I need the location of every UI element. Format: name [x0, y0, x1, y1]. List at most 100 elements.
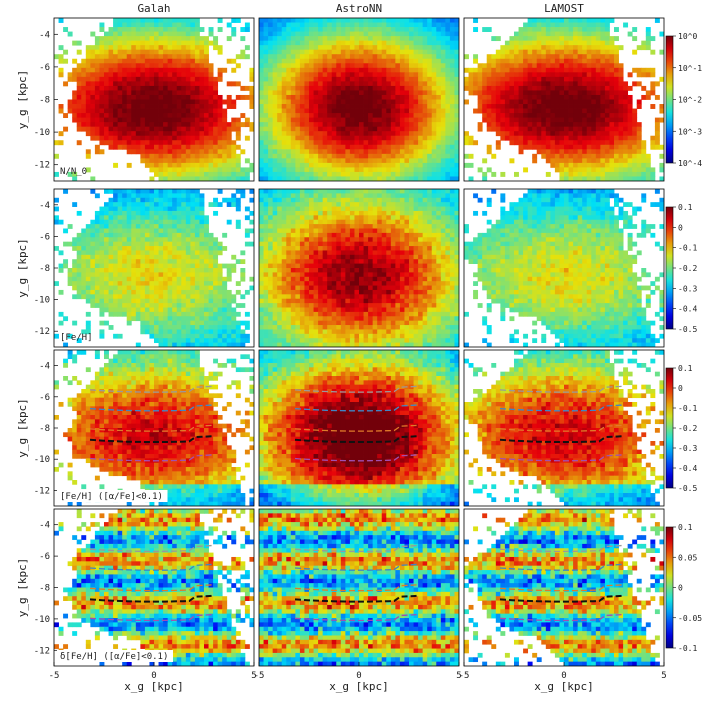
heat-cell — [309, 40, 314, 46]
heat-cell — [514, 104, 519, 109]
heat-cell — [299, 176, 305, 181]
heat-cell — [235, 259, 241, 265]
heat-cell — [94, 237, 100, 243]
heat-cell — [395, 144, 401, 150]
heat-cell — [368, 135, 374, 141]
heat-cell — [167, 298, 173, 304]
heat-cell — [404, 40, 410, 46]
heat-cell — [413, 99, 419, 105]
heat-cell — [418, 54, 424, 60]
heat-cell — [486, 27, 492, 32]
heat-cell — [149, 167, 155, 173]
heat-cell — [445, 90, 451, 96]
heat-cell — [495, 99, 501, 105]
heat-cell — [144, 40, 150, 46]
heat-cell — [436, 58, 442, 64]
heat-cell — [632, 117, 638, 123]
heat-cell — [349, 45, 355, 51]
heat-cell — [591, 144, 597, 150]
heat-cell — [113, 45, 119, 51]
heat-cell — [299, 167, 305, 173]
heat-cell — [436, 36, 442, 42]
heat-cell — [523, 90, 529, 96]
heat-cell — [381, 58, 387, 64]
heat-cell — [309, 126, 314, 132]
heat-cell — [90, 108, 96, 114]
heat-cell — [154, 90, 159, 96]
heat-cell — [573, 162, 579, 168]
heat-cell — [577, 104, 583, 109]
heat-cell — [345, 76, 351, 82]
heat-cell — [154, 85, 159, 91]
heat-cell — [650, 176, 656, 181]
heat-cell — [595, 140, 601, 146]
heat-cell — [404, 22, 410, 28]
heat-cell — [194, 294, 200, 300]
heat-cell — [208, 325, 214, 330]
heat-cell — [131, 189, 137, 194]
heat-cell — [422, 176, 428, 181]
heat-cell — [208, 202, 214, 207]
heat-cell — [272, 67, 278, 73]
heat-cell — [386, 99, 392, 105]
heat-cell — [541, 149, 547, 155]
heat-cell — [399, 153, 405, 159]
heat-cell — [268, 117, 274, 123]
heat-cell — [281, 171, 287, 177]
heat-cell — [72, 263, 78, 269]
heat-cell — [559, 122, 565, 128]
heat-cell — [427, 45, 433, 51]
heat-cell — [81, 263, 87, 269]
heat-cell — [113, 298, 119, 304]
heat-cell — [249, 219, 254, 225]
heat-cell — [541, 99, 547, 105]
heat-cell — [249, 285, 254, 291]
heat-cell — [527, 108, 533, 114]
heat-cell — [577, 45, 583, 51]
heat-cell — [377, 108, 383, 114]
heat-cell — [185, 149, 191, 155]
heat-cell — [158, 22, 164, 28]
heat-cell — [99, 72, 105, 78]
heat-cell — [126, 224, 132, 229]
heat-cell — [591, 58, 597, 64]
heat-cell — [226, 149, 232, 155]
heat-cell — [277, 72, 283, 78]
heat-cell — [600, 27, 606, 32]
heat-cell — [144, 126, 150, 132]
heat-cell — [176, 268, 182, 273]
heat-cell — [627, 144, 633, 150]
heat-cell — [108, 108, 114, 114]
heat-cell — [144, 90, 150, 96]
heat-cell — [449, 117, 455, 123]
heat-cell — [263, 27, 269, 32]
heat-cell — [122, 268, 128, 273]
heat-cell — [304, 54, 310, 60]
heat-cell — [600, 49, 606, 55]
heat-cell — [318, 158, 324, 164]
heat-cell — [595, 18, 601, 23]
heat-cell — [327, 113, 333, 119]
heat-cell — [135, 31, 141, 37]
heat-cell — [286, 176, 292, 181]
heat-cell — [167, 320, 173, 326]
heat-cell — [213, 167, 219, 173]
heat-cell — [514, 94, 519, 100]
heat-cell — [559, 31, 565, 37]
heat-cell — [185, 276, 191, 282]
heat-cell — [113, 189, 119, 194]
heat-cell — [231, 18, 237, 23]
heat-cell — [226, 303, 232, 308]
heat-cell — [172, 85, 178, 91]
heat-cell — [72, 246, 78, 251]
heat-cell — [427, 135, 433, 141]
heat-cell — [536, 104, 542, 109]
heat-cell — [122, 49, 128, 55]
heat-cell — [532, 58, 538, 64]
heat-cell — [235, 342, 241, 347]
heat-cell — [222, 167, 228, 173]
heat-cell — [94, 268, 100, 273]
heat-cell — [482, 72, 488, 78]
heat-cell — [99, 210, 105, 216]
heat-cell — [131, 94, 137, 100]
